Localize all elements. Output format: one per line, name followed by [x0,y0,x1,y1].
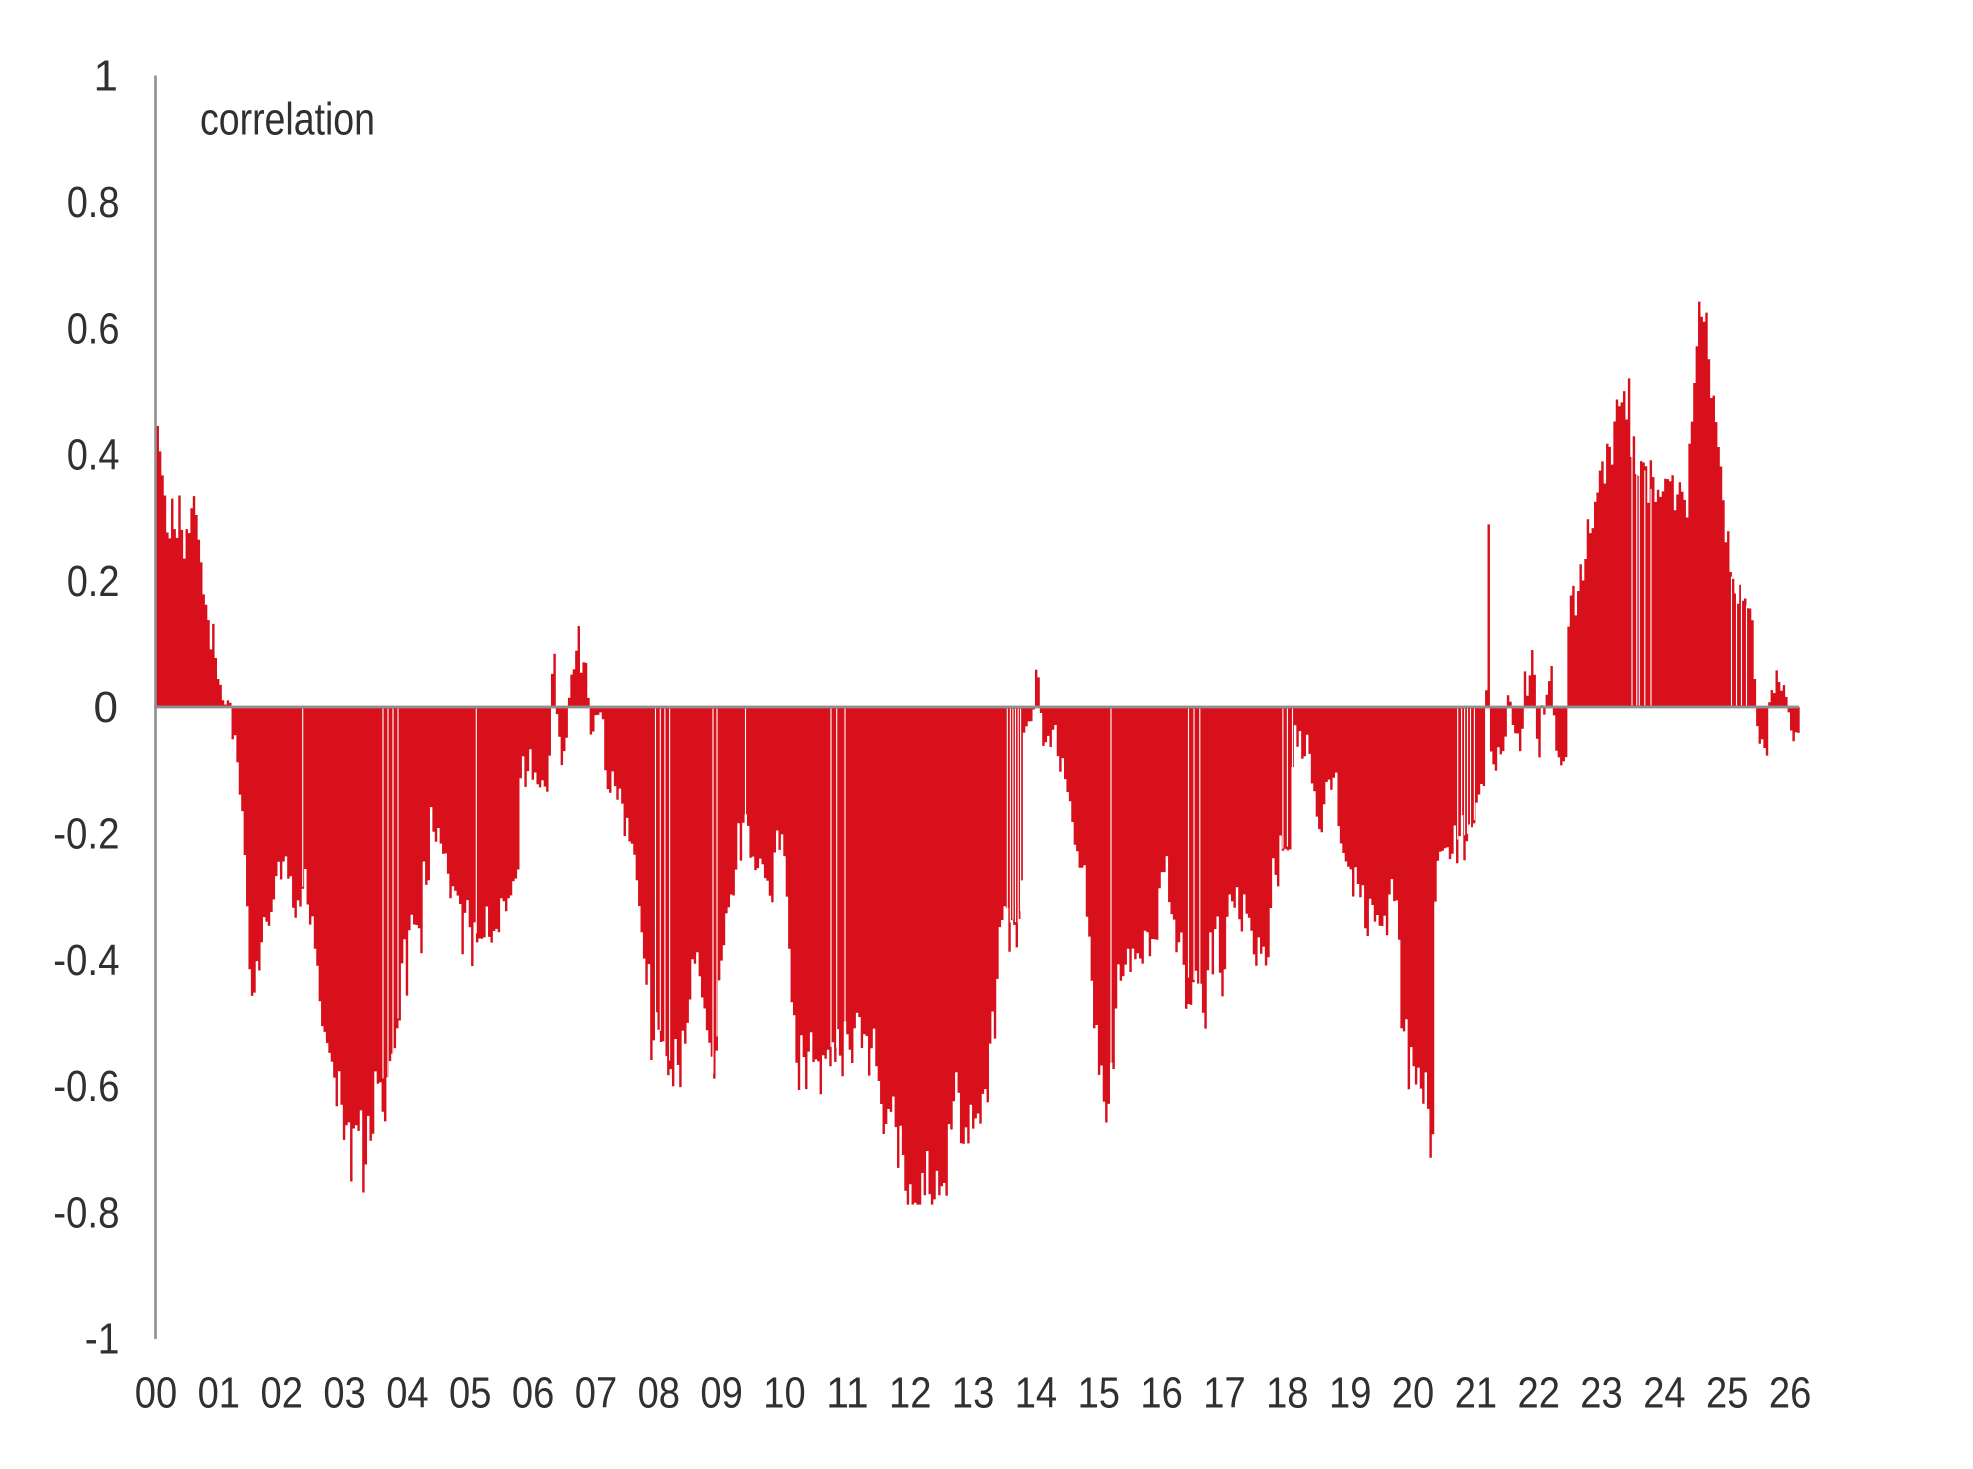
svg-text:0.6: 0.6 [67,304,120,353]
svg-text:05: 05 [449,1369,491,1418]
svg-text:26: 26 [1769,1369,1811,1418]
svg-text:20: 20 [1392,1369,1434,1418]
svg-text:21: 21 [1455,1369,1497,1418]
svg-text:16: 16 [1140,1369,1182,1418]
svg-text:02: 02 [261,1369,303,1418]
svg-text:-0.4: -0.4 [53,936,119,985]
svg-text:08: 08 [638,1369,680,1418]
svg-text:17: 17 [1203,1369,1245,1418]
svg-text:25: 25 [1706,1369,1748,1418]
svg-text:00: 00 [135,1369,177,1418]
svg-text:-0.8: -0.8 [53,1188,119,1237]
svg-text:09: 09 [700,1369,742,1418]
svg-text:06: 06 [512,1369,554,1418]
svg-text:0.4: 0.4 [67,431,120,480]
svg-text:-1: -1 [85,1315,120,1364]
svg-text:15: 15 [1078,1369,1120,1418]
svg-text:04: 04 [386,1369,428,1418]
svg-text:18: 18 [1266,1369,1308,1418]
svg-text:19: 19 [1329,1369,1371,1418]
svg-text:correlation: correlation [200,94,375,145]
svg-text:0.2: 0.2 [67,557,120,606]
svg-text:13: 13 [952,1369,994,1418]
svg-text:23: 23 [1580,1369,1622,1418]
svg-text:03: 03 [323,1369,365,1418]
svg-text:0: 0 [94,683,118,732]
svg-text:01: 01 [198,1369,240,1418]
svg-text:-0.6: -0.6 [53,1062,119,1111]
svg-text:10: 10 [763,1369,805,1418]
svg-text:1: 1 [94,52,118,101]
svg-text:-0.2: -0.2 [53,810,119,859]
svg-text:0.8: 0.8 [67,178,120,227]
svg-text:14: 14 [1015,1369,1057,1418]
svg-text:11: 11 [826,1369,868,1418]
svg-text:07: 07 [575,1369,617,1418]
svg-text:22: 22 [1518,1369,1560,1418]
svg-text:12: 12 [889,1369,931,1418]
svg-text:24: 24 [1643,1369,1685,1418]
